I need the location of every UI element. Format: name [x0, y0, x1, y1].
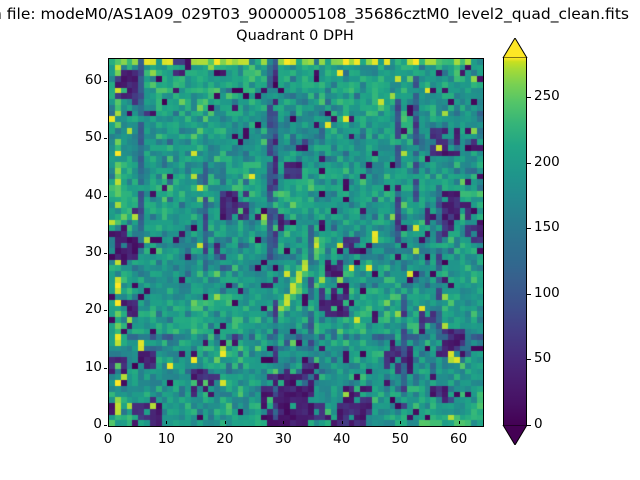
- y-tick-label: 30: [84, 243, 102, 260]
- y-tick-label: 40: [84, 186, 102, 203]
- colorbar-extend-max-arrow-icon: [502, 38, 528, 58]
- colorbar-tick-mark: [527, 228, 531, 230]
- x-tick-label: 0: [103, 431, 113, 447]
- y-tick-mark: [103, 425, 107, 426]
- x-tick-label: 40: [333, 431, 351, 447]
- x-tick-label: 50: [391, 431, 409, 447]
- x-axis-tick-marks: [108, 420, 482, 426]
- colorbar-gradient: [503, 58, 527, 425]
- y-tick-mark: [103, 138, 107, 140]
- y-tick-mark: [103, 252, 107, 254]
- heatmap-image[interactable]: [109, 59, 483, 426]
- x-tick-mark: [341, 420, 343, 424]
- colorbar-tick-mark: [527, 162, 531, 164]
- colorbar-tick-label: 0: [534, 416, 543, 432]
- x-tick-label: 10: [157, 431, 176, 447]
- y-tick-label: 0: [93, 416, 102, 432]
- colorbar-tick-label: 50: [534, 350, 552, 367]
- figure-suptitle-container: n file: modeM0/AS1A09_029T03_9000005108_…: [0, 2, 640, 26]
- colorbar-tick-labels: 0 50 100 150 200 250: [527, 58, 587, 431]
- colorbar-tick-label: 200: [534, 153, 560, 170]
- x-tick-mark: [108, 420, 109, 424]
- x-tick-label: 60: [450, 431, 468, 447]
- x-tick-mark: [166, 420, 168, 424]
- colorbar-tick-mark: [527, 97, 531, 99]
- y-axis-tick-labels: 0 10 20 30 40 50 60: [64, 58, 102, 430]
- heatmap-axes[interactable]: [108, 58, 484, 427]
- figure-suptitle: n file: modeM0/AS1A09_029T03_9000005108_…: [0, 5, 629, 23]
- colorbar-tick-mark: [527, 359, 531, 361]
- colorbar-tick-mark: [527, 293, 531, 295]
- x-tick-label: 20: [216, 431, 234, 447]
- x-tick-mark: [458, 420, 460, 424]
- x-tick-mark: [224, 420, 226, 424]
- colorbar-tick-label: 100: [534, 284, 560, 301]
- y-tick-mark: [103, 195, 107, 197]
- colorbar-extend-min-arrow-icon: [502, 425, 528, 445]
- y-tick-label: 50: [84, 129, 102, 146]
- y-tick-mark: [103, 310, 107, 312]
- y-tick-label: 60: [84, 71, 102, 88]
- colorbar[interactable]: [502, 38, 528, 445]
- x-tick-label: 30: [274, 431, 292, 447]
- x-axis-tick-labels: 0 10 20 30 40 50 60: [104, 430, 482, 450]
- colorbar-tick-mark: [527, 425, 531, 426]
- y-tick-label: 20: [84, 301, 102, 318]
- y-axis-tick-marks: [103, 58, 109, 426]
- colorbar-tick-label: 150: [534, 219, 560, 236]
- colorbar-tick-label: 250: [534, 88, 560, 105]
- x-tick-mark: [400, 420, 402, 424]
- axes-title: Quadrant 0 DPH: [236, 28, 354, 44]
- x-tick-mark: [283, 420, 285, 424]
- y-tick-mark: [103, 367, 107, 369]
- y-tick-mark: [103, 80, 107, 82]
- y-tick-label: 10: [84, 358, 102, 375]
